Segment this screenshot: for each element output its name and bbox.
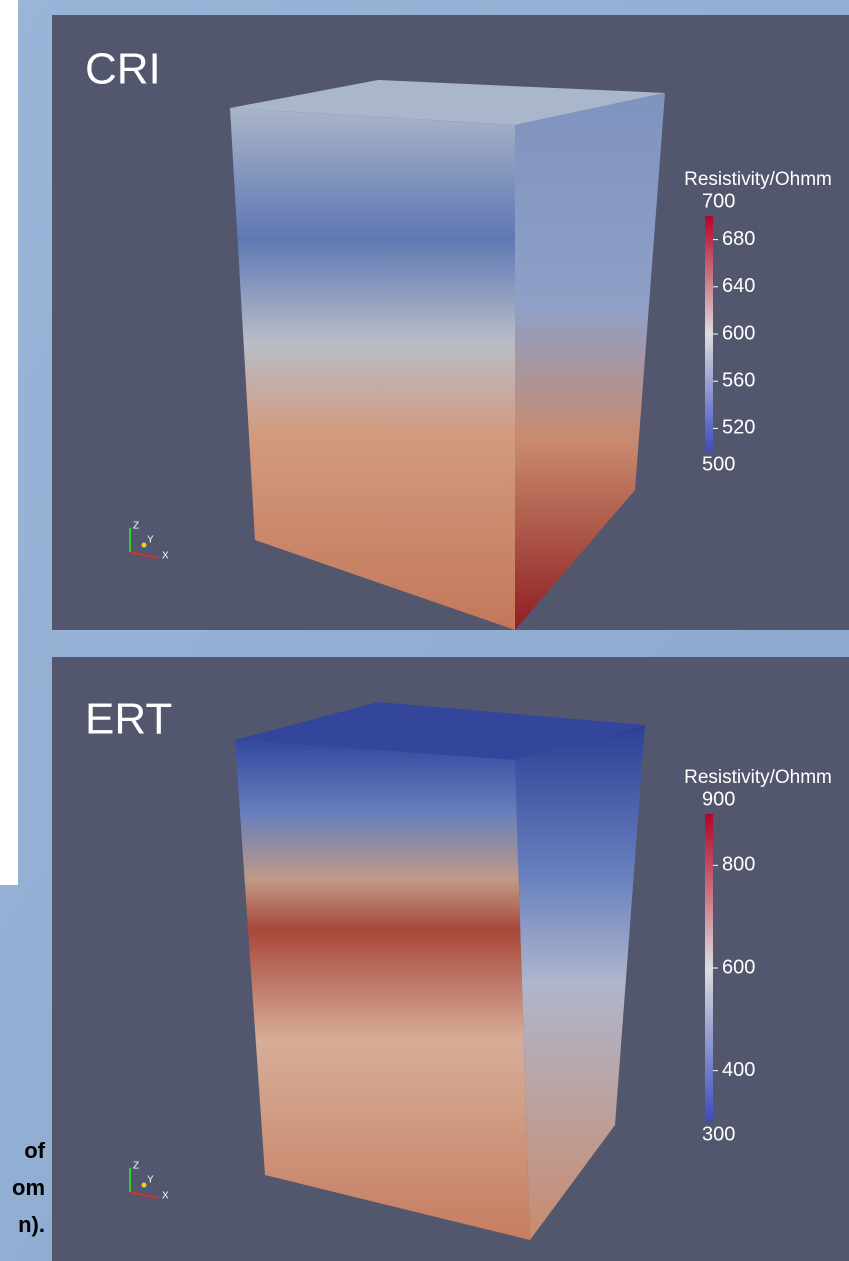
axis-label: Z <box>133 521 139 532</box>
colorbar-tick-label: 800 <box>722 854 755 876</box>
screen: CRIResistivity/Ohmm700500520560600640680… <box>0 0 849 1261</box>
colorbar-tick-label: 400 <box>722 1059 755 1081</box>
colorbar-max: 700 <box>702 190 735 212</box>
colorbar-tick-label: 600 <box>722 322 755 344</box>
caption-fragment: n). <box>18 1212 45 1237</box>
colorbar-min: 500 <box>702 453 735 475</box>
colorbar-min: 300 <box>702 1123 735 1145</box>
colorbar-tick-label: 520 <box>722 417 755 439</box>
colorbar-tick-label: 640 <box>722 275 755 297</box>
axis-label: X <box>162 551 169 562</box>
axis-label: X <box>162 1191 169 1202</box>
caption-fragment: of <box>24 1138 45 1163</box>
colorbar-tick-label: 680 <box>722 228 755 250</box>
colorbar-tick-label: 600 <box>722 956 755 978</box>
colorbar-title: Resistivity/Ohmm <box>684 169 832 190</box>
side-panel <box>0 0 18 885</box>
axis-label: Z <box>133 1161 139 1172</box>
axis-y <box>142 543 147 548</box>
axis-y <box>142 1183 147 1188</box>
colorbar-title: Resistivity/Ohmm <box>684 767 832 788</box>
colorbar-max: 900 <box>702 788 735 810</box>
view-label: ERT <box>85 695 172 744</box>
page: CRIResistivity/Ohmm700500520560600640680… <box>0 0 849 1261</box>
caption-fragment: om <box>12 1175 45 1200</box>
cube-front <box>235 740 530 1240</box>
axis-label: Y <box>147 535 154 546</box>
axis-label: Y <box>147 1175 154 1186</box>
colorbar-tick-label: 560 <box>722 369 755 391</box>
view-label: CRI <box>85 45 161 94</box>
colorbar <box>705 216 713 452</box>
colorbar <box>705 814 713 1122</box>
